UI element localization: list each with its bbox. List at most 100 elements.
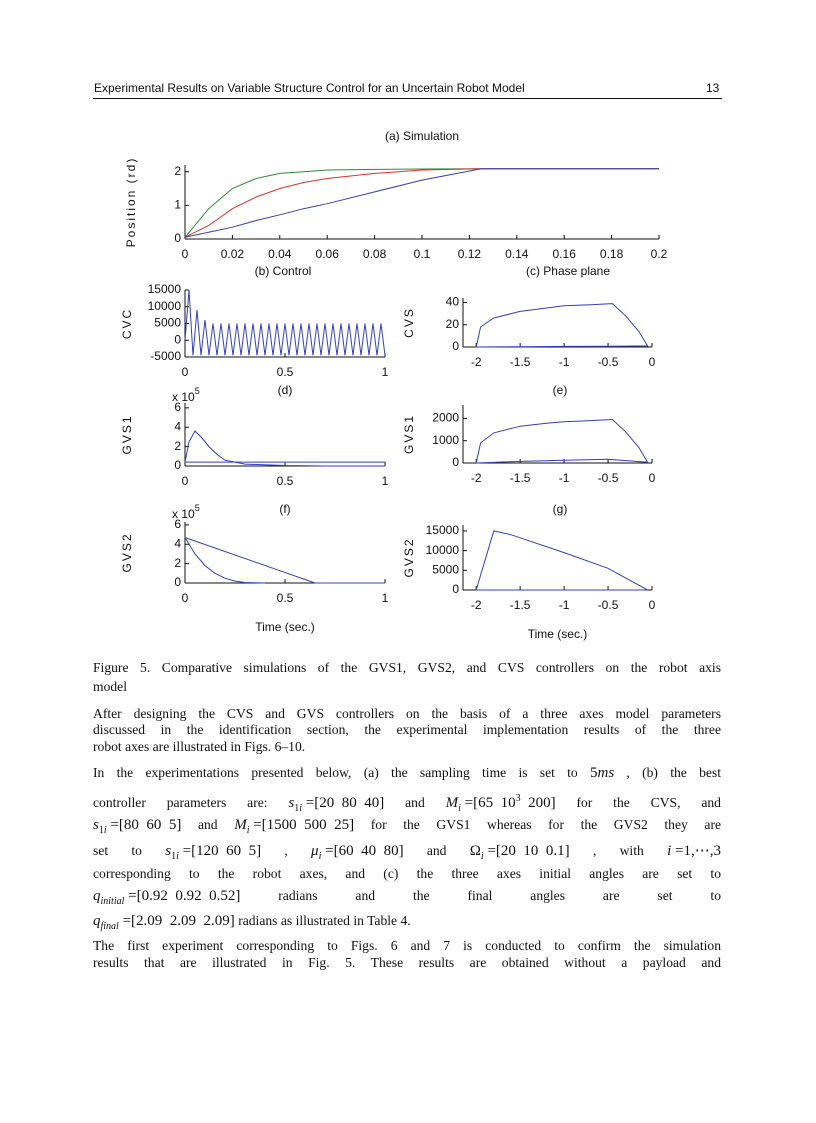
- y-tick-label: 40: [446, 295, 460, 309]
- y-tick-label: 2: [174, 164, 181, 178]
- text-line: qfinal =[2.09 2.09 2.09] radians as illu…: [93, 910, 721, 932]
- math: s1i =[20 80 40]: [288, 792, 384, 820]
- x-tick-label: 0.08: [363, 247, 387, 261]
- data-line: [184, 289, 386, 356]
- math-part: =[120 60 5]: [178, 843, 262, 859]
- math-part: 3: [515, 793, 521, 804]
- x-tick-label: 0.12: [458, 247, 482, 261]
- data-line: [184, 430, 385, 467]
- header-rule: [93, 98, 722, 99]
- text-run: and: [405, 795, 425, 810]
- text-line: corresponding to the robot axes, and (c)…: [93, 863, 721, 885]
- math: qfinal =[2.09 2.09 2.09]: [93, 910, 235, 938]
- x-tick-label: -1.5: [510, 355, 531, 369]
- y-axis-label: GVS2: [120, 532, 134, 572]
- text-line: model: [93, 676, 721, 698]
- math-part: s: [93, 817, 99, 833]
- x-tick-label: -0.5: [598, 598, 619, 612]
- text-run: Figure 5. Comparative simulations of the…: [93, 660, 721, 675]
- x-tick-label: -2: [471, 598, 482, 612]
- x-tick-label: 0: [649, 355, 656, 369]
- data-line: [475, 530, 648, 591]
- y-tick-label: 6: [174, 517, 181, 531]
- x-tick-label: -2: [471, 355, 482, 369]
- multiplier-exponent: 5: [195, 386, 200, 396]
- math-part: 1: [98, 825, 104, 836]
- text-run: set to: [93, 843, 142, 858]
- x-tick-label: 0.2: [651, 247, 668, 261]
- multiplier-base: x 10: [172, 507, 195, 521]
- math: Ωi =[20 10 0.1]: [470, 840, 570, 868]
- x-tick-label: 0: [649, 471, 656, 485]
- x-tick-label: -1: [559, 598, 570, 612]
- data-line: [184, 537, 385, 584]
- multiplier-exponent: 5: [195, 503, 200, 513]
- math-part: 200]: [520, 795, 556, 811]
- x-tick-label: -1: [559, 355, 570, 369]
- y-axis-label: GVS1: [402, 414, 416, 454]
- text-run: corresponding to the robot axes, and (c)…: [93, 866, 721, 881]
- text-run: controller parameters are:: [93, 795, 268, 810]
- text-run: for the GVS1 whereas for the GVS2 they a…: [370, 817, 721, 832]
- running-header: Experimental Results on Variable Structu…: [94, 81, 525, 95]
- chart-title: (g): [553, 502, 568, 516]
- x-tick-label: 0.06: [316, 247, 340, 261]
- math-part: =[80 60 5]: [106, 817, 182, 833]
- y-tick-label: 0: [174, 575, 181, 589]
- y-axis-label: GVS1: [120, 414, 134, 454]
- math: 5ms: [590, 762, 614, 784]
- math-part: s: [288, 795, 295, 811]
- math: i =1,⋯,3: [667, 840, 721, 862]
- math-part: i: [246, 825, 250, 836]
- x-axis-label: Time (sec.): [255, 620, 315, 634]
- y-tick-label: 1000: [432, 433, 459, 447]
- y-tick-label: 10000: [148, 299, 182, 313]
- text-run: and: [197, 817, 218, 832]
- y-tick-label: 0: [452, 582, 459, 596]
- x-tick-label: 1: [382, 591, 389, 605]
- math: μi =[60 40 80]: [311, 840, 404, 868]
- x-tick-label: 0: [182, 474, 189, 488]
- y-tick-label: 15000: [148, 282, 182, 296]
- math-part: =[2.09 2.09 2.09]: [118, 913, 235, 929]
- chart-title: (f): [279, 502, 290, 516]
- y-axis-label: Position (rd): [124, 157, 138, 248]
- math-part: i: [667, 843, 672, 859]
- text-run: for the CVS, and: [576, 795, 721, 810]
- math: s1i =[80 60 5]: [93, 814, 181, 842]
- math-part: i: [458, 803, 461, 814]
- math-part: i: [103, 825, 107, 836]
- y-tick-label: 0: [174, 458, 181, 472]
- math-part: 1: [294, 803, 300, 814]
- x-tick-label: 0.18: [600, 247, 624, 261]
- x-tick-label: 0.14: [505, 247, 529, 261]
- data-line: [184, 168, 659, 238]
- math-part: i: [176, 851, 179, 862]
- data-line: [184, 168, 659, 238]
- text-line: The first experiment corresponding to Fi…: [93, 935, 721, 957]
- x-tick-label: 0.1: [414, 247, 431, 261]
- figure: (a) Simulation 0 0.02 0.04 0.06 0.08 0.1 0.12 0.…: [120, 129, 668, 641]
- math-part: =[65 10: [460, 795, 516, 811]
- x-tick-label: 0.5: [277, 365, 294, 379]
- text-run: and: [426, 843, 447, 858]
- y-tick-label: 0: [452, 455, 459, 469]
- y-tick-label: -5000: [150, 349, 181, 363]
- y-tick-label: 5000: [154, 316, 181, 330]
- math-part: i: [299, 803, 303, 814]
- math-part: final: [100, 921, 119, 932]
- math-part: =1,⋯,3: [671, 843, 721, 859]
- data-line: [475, 418, 649, 464]
- math-part: =[60 40 80]: [321, 843, 404, 859]
- y-axis-label: GVS2: [402, 537, 416, 577]
- text-run: The first experiment corresponding to Fi…: [93, 938, 721, 953]
- text-line: discussed in the identification section,…: [93, 719, 721, 741]
- y-tick-label: 5000: [432, 562, 459, 576]
- y-tick-label: 2000: [432, 411, 459, 425]
- y-tick-label: 2: [174, 439, 181, 453]
- x-tick-label: -1: [559, 471, 570, 485]
- x-tick-label: 0: [182, 591, 189, 605]
- math-part: M: [445, 795, 459, 811]
- text-run: , with: [592, 843, 644, 858]
